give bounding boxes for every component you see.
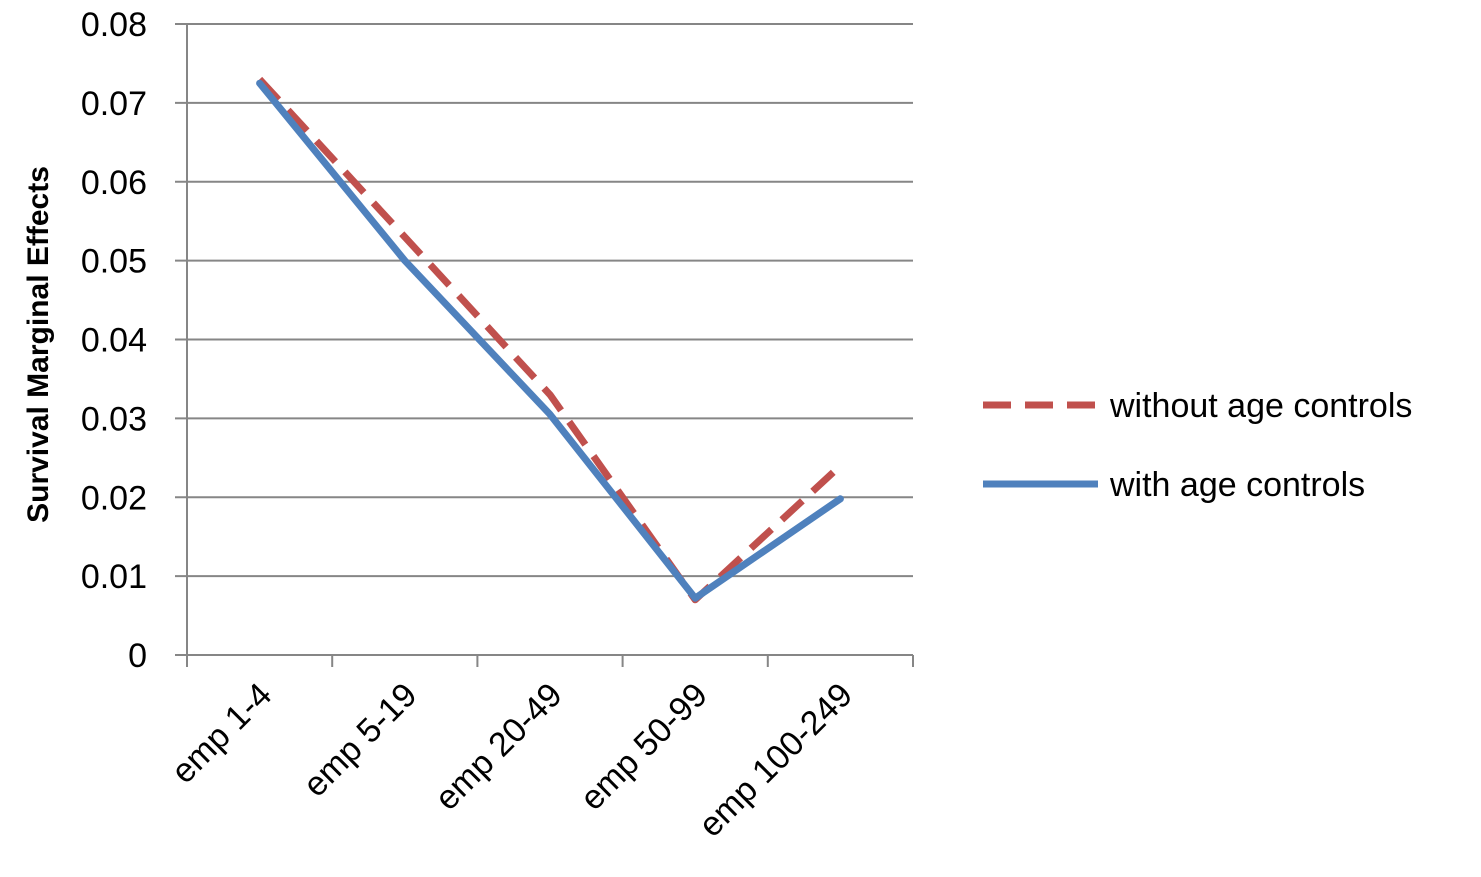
legend-label: without age controls [1109, 387, 1412, 425]
x-tick-label: emp 5-19 [296, 676, 424, 804]
y-tick-labels: 0 0.01 0.02 0.03 0.04 0.05 0.06 0.07 0.08 [81, 6, 147, 675]
y-tick-label: 0.01 [81, 558, 147, 596]
series-line [257, 76, 843, 604]
y-tick-label: 0.07 [81, 85, 147, 123]
x-tick-label: emp 1-4 [164, 676, 279, 791]
y-tick-label: 0 [128, 637, 147, 675]
y-tick-label: 0.05 [81, 243, 147, 281]
y-tick-label: 0.03 [81, 400, 147, 438]
series-line [256, 79, 844, 602]
legend: without age controls with age controls [983, 387, 1412, 504]
x-tick-label: emp 20-49 [428, 676, 570, 818]
x-tick-label: emp 50-99 [573, 676, 715, 818]
y-tick-label: 0.08 [81, 6, 147, 44]
series-lines [256, 76, 844, 604]
y-tick-label: 0.04 [81, 322, 147, 360]
y-tick-label: 0.02 [81, 479, 147, 517]
legend-label: with age controls [1109, 466, 1365, 504]
axes [175, 23, 914, 667]
gridlines [187, 23, 913, 578]
y-axis-title: Survival Marginal Effects [22, 166, 55, 523]
x-tick-label: emp 100-249 [692, 676, 861, 845]
y-tick-label: 0.06 [81, 164, 147, 202]
